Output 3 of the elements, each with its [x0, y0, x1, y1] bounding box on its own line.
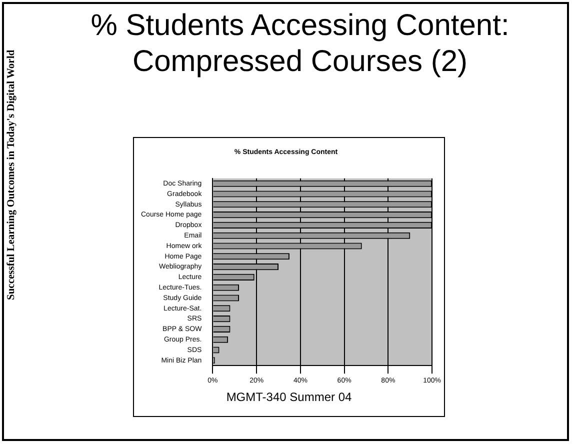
- text: Successful Learning Outcomes in Today's Digital World: [6, 50, 17, 300]
- text: MGMT-340 Summer 04: [225, 390, 353, 404]
- chart-subtitle: % Students Accessing Content: Compressed Courses (2): [90, 8, 510, 80]
